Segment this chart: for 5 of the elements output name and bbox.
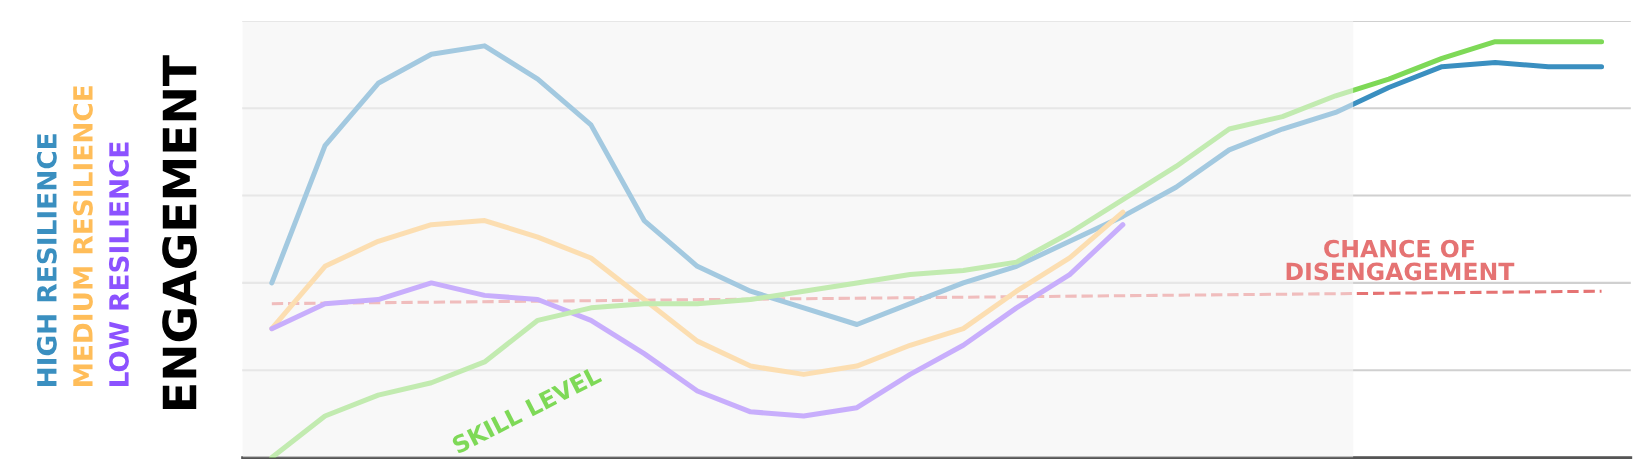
y-axis-title: ENGAGEMENT: [162, 55, 197, 409]
series-label: CHANCE OF DISENGAGEMENT: [1286, 239, 1515, 281]
text: HIGH RESILIENCE: [36, 134, 57, 387]
text: LOW RESILIENCE: [108, 142, 129, 387]
text: MEDIUM RESILIENCE: [72, 86, 93, 387]
